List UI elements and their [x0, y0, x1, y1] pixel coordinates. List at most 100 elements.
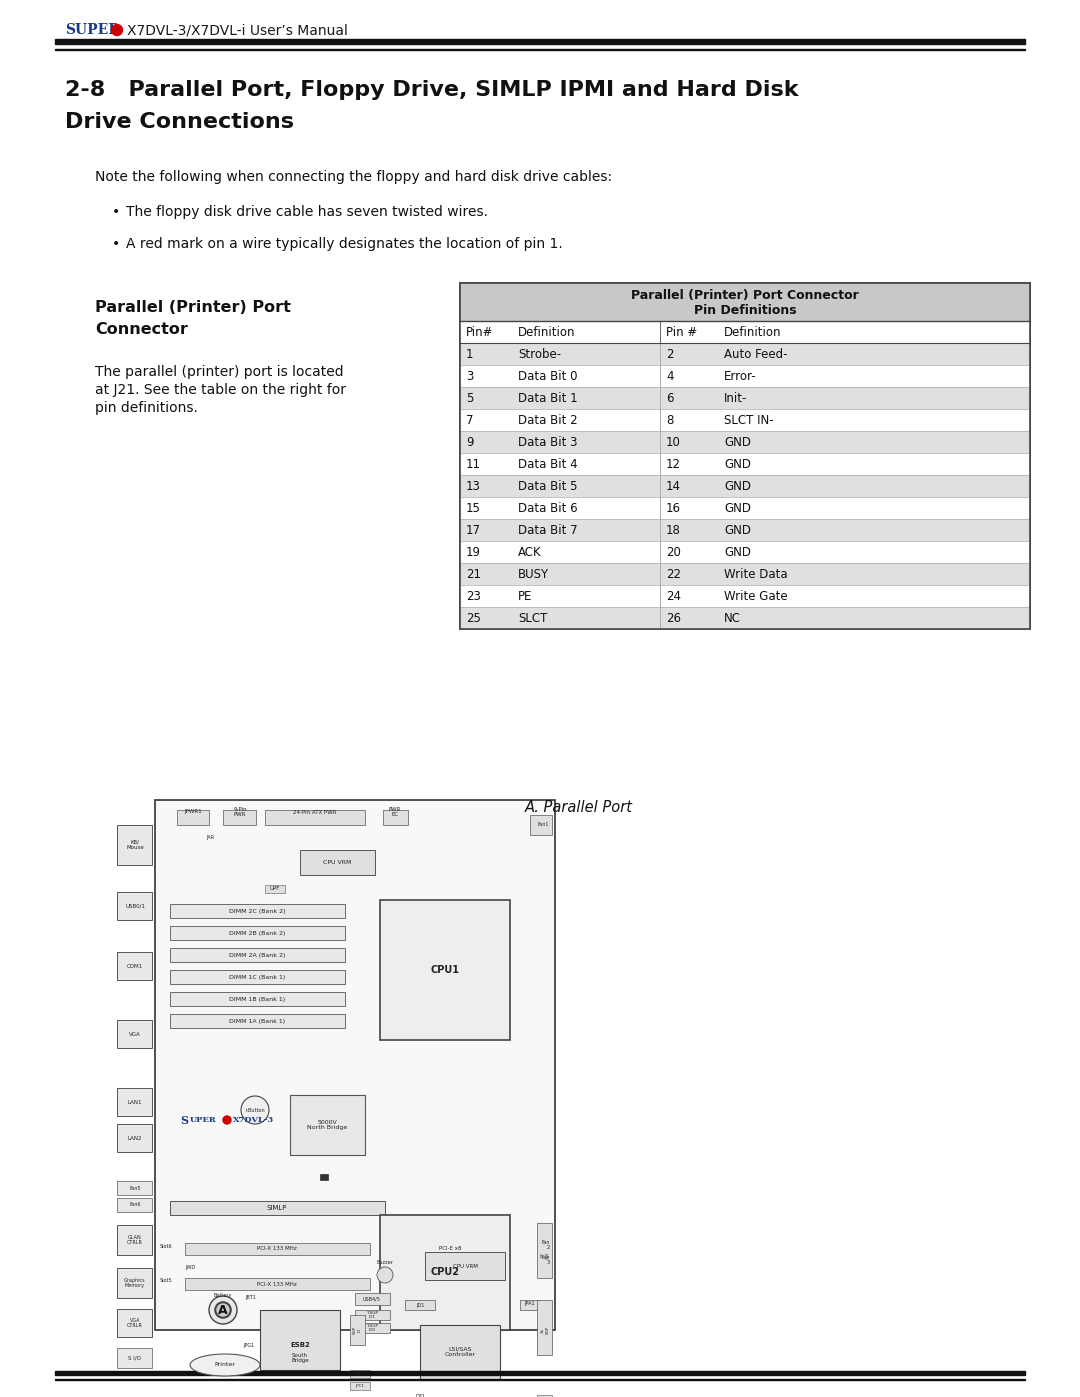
Text: DIMM 2C (Bank 2): DIMM 2C (Bank 2)	[229, 908, 285, 914]
Bar	[55, 49, 1025, 50]
Bar	[460, 284, 1030, 629]
Text: VGA
CTRLR: VGA CTRLR	[127, 1317, 143, 1329]
Text: Data Bit 6: Data Bit 6	[518, 502, 578, 514]
Text: Slot5: Slot5	[160, 1277, 173, 1282]
Text: 24: 24	[666, 590, 681, 602]
Text: Pin #: Pin #	[666, 326, 698, 338]
Bar	[460, 432, 1030, 453]
Bar	[537, 1301, 552, 1355]
Text: GND: GND	[724, 479, 751, 493]
Text: Fan5: Fan5	[130, 1186, 140, 1190]
Text: DIMM 2A (Bank 2): DIMM 2A (Bank 2)	[229, 953, 285, 957]
Bar	[460, 608, 1030, 629]
Text: JBT1: JBT1	[245, 1295, 256, 1301]
Text: Parallel (Printer) Port Connector: Parallel (Printer) Port Connector	[631, 289, 859, 302]
Text: SLCT IN-: SLCT IN-	[724, 414, 773, 426]
Bar	[350, 1315, 365, 1345]
Bar	[117, 1225, 152, 1255]
Text: KB/
Mouse: KB/ Mouse	[126, 840, 144, 851]
Bar	[355, 1310, 390, 1320]
Bar	[177, 810, 210, 826]
Bar	[185, 1243, 370, 1255]
Text: 4: 4	[666, 369, 674, 383]
Text: Data Bit 2: Data Bit 2	[518, 414, 578, 426]
Text: S I/O: S I/O	[129, 1355, 141, 1361]
Text: Drive Connections: Drive Connections	[65, 112, 294, 131]
Bar	[380, 900, 510, 1039]
Bar	[383, 810, 408, 826]
Bar	[117, 1348, 152, 1368]
Text: 5: 5	[465, 391, 473, 405]
Text: 21: 21	[465, 567, 481, 581]
Bar	[380, 1215, 510, 1330]
Circle shape	[111, 25, 122, 35]
Text: 23: 23	[465, 590, 481, 602]
Bar	[117, 951, 152, 981]
Text: Auto Feed-: Auto Feed-	[724, 348, 787, 360]
Text: 3x
SGP: 3x SGP	[541, 1326, 550, 1334]
Bar	[222, 810, 256, 826]
Bar	[460, 541, 1030, 563]
Text: JPA1: JPA1	[525, 1302, 536, 1306]
Bar	[405, 1301, 435, 1310]
Text: GND: GND	[724, 457, 751, 471]
Text: i-Button: i-Button	[245, 1108, 265, 1112]
Text: Data Bit 4: Data Bit 4	[518, 457, 578, 471]
Text: FP
Ctrl: FP Ctrl	[541, 1252, 550, 1259]
Text: GND: GND	[724, 524, 751, 536]
Text: DIMM 1C (Bank 1): DIMM 1C (Bank 1)	[229, 975, 285, 979]
Text: Strobe-: Strobe-	[518, 348, 562, 360]
Text: SGP
IO: SGP IO	[353, 1326, 362, 1334]
Bar	[460, 387, 1030, 409]
Text: 20: 20	[666, 545, 680, 559]
Text: LAN2: LAN2	[127, 1136, 143, 1140]
Bar	[170, 970, 345, 983]
Text: 7: 7	[465, 414, 473, 426]
Bar	[460, 475, 1030, 497]
Bar	[350, 1370, 370, 1377]
Text: DIMM 2B (Bank 2): DIMM 2B (Bank 2)	[229, 930, 285, 936]
Bar	[320, 1173, 328, 1180]
Text: 6: 6	[666, 391, 674, 405]
Bar	[530, 814, 552, 835]
Text: JPG1: JPG1	[243, 1343, 254, 1348]
Bar	[460, 284, 1030, 629]
Bar	[55, 1370, 1025, 1375]
Text: Definition: Definition	[724, 326, 782, 338]
Text: Parallel (Printer) Port: Parallel (Printer) Port	[95, 300, 291, 314]
Text: 8: 8	[666, 414, 673, 426]
Text: ACK: ACK	[518, 545, 542, 559]
Bar	[537, 1222, 552, 1278]
Text: GND: GND	[724, 545, 751, 559]
Bar	[117, 1020, 152, 1048]
Text: PCI-X 133 MHz: PCI-X 133 MHz	[257, 1246, 297, 1252]
Circle shape	[222, 1116, 231, 1125]
Text: CPU1: CPU1	[431, 965, 459, 975]
Circle shape	[377, 1267, 393, 1282]
Text: PCI-E x8: PCI-E x8	[438, 1246, 461, 1252]
Bar	[460, 284, 1030, 321]
Text: Data Bit 5: Data Bit 5	[518, 479, 578, 493]
Bar	[156, 800, 555, 1330]
Text: Buzzer: Buzzer	[377, 1260, 393, 1264]
Text: 2: 2	[666, 348, 674, 360]
Text: DIMM 1A (Bank 1): DIMM 1A (Bank 1)	[229, 1018, 285, 1024]
Text: 15: 15	[465, 502, 481, 514]
Text: 19: 19	[465, 545, 481, 559]
Text: A red mark on a wire typically designates the location of pin 1.: A red mark on a wire typically designate…	[126, 237, 563, 251]
Bar	[460, 344, 1030, 365]
Bar	[460, 563, 1030, 585]
Text: GND: GND	[724, 502, 751, 514]
Text: LAN1: LAN1	[127, 1099, 143, 1105]
Text: NC: NC	[724, 612, 741, 624]
Text: at J21. See the table on the right for: at J21. See the table on the right for	[95, 383, 346, 397]
Bar	[170, 1201, 384, 1215]
Text: UPER: UPER	[190, 1116, 217, 1125]
Text: Note the following when connecting the floppy and hard disk drive cables:: Note the following when connecting the f…	[95, 170, 612, 184]
Bar	[117, 1268, 152, 1298]
Bar	[519, 1301, 540, 1310]
Text: 25: 25	[465, 612, 481, 624]
Circle shape	[210, 1296, 237, 1324]
Text: JD1: JD1	[416, 1302, 424, 1308]
Text: Data Bit 3: Data Bit 3	[518, 436, 578, 448]
